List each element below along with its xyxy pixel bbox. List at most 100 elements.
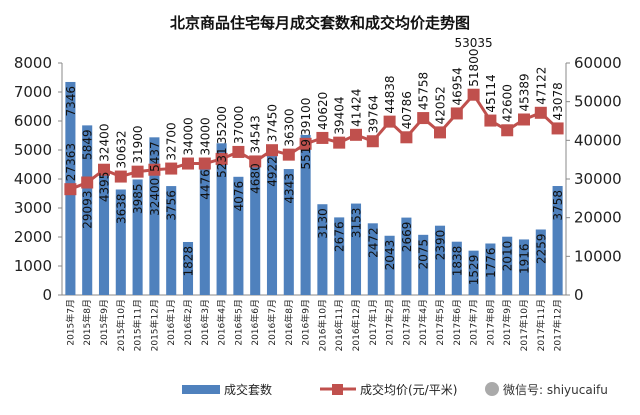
price-marker: [450, 107, 463, 120]
x-tick-label: 2016年11月: [333, 299, 345, 351]
x-tick-label: 2017年8月: [484, 299, 496, 346]
price-data-label: 40620: [316, 92, 330, 130]
price-marker: [551, 122, 564, 135]
bar: [317, 204, 328, 295]
bar: [418, 234, 429, 295]
bar: [350, 203, 362, 295]
price-marker: [484, 114, 497, 127]
price-data-label: 43078: [551, 82, 565, 120]
price-data-label: 36300: [282, 108, 296, 146]
bar: [82, 125, 93, 295]
bar-data-label: 5849: [81, 129, 95, 160]
legend: 成交套数 成交均价(元/平米): [182, 382, 457, 397]
left-tick-label: 6000: [14, 112, 52, 130]
x-tick-label: 2016年4月: [216, 299, 228, 346]
x-tick-label: 2017年4月: [417, 299, 429, 346]
price-data-label: 46954: [450, 67, 464, 105]
bar-data-label: 4343: [282, 173, 296, 204]
bar-data-label: 4395: [98, 172, 112, 203]
price-data-label: 27363: [64, 143, 78, 181]
price-data-label: 31900: [131, 125, 145, 163]
price-data-label: 44838: [383, 75, 397, 113]
right-tick-label: 40000: [574, 131, 622, 149]
left-tick-label: 4000: [14, 170, 52, 188]
bar: [468, 250, 479, 295]
bar: [451, 241, 462, 295]
bar-data-label: 3153: [350, 208, 364, 239]
x-tick-label: 2017年9月: [501, 299, 513, 346]
price-data-label: 32400: [98, 124, 112, 162]
x-tick-label: 2016年3月: [199, 299, 211, 346]
price-data-label: 37000: [232, 106, 246, 144]
price-data-label: 34543: [249, 115, 263, 153]
bar-data-label: 2472: [366, 227, 380, 258]
legend-entry-line: 成交均价(元/平米): [360, 382, 457, 397]
bar-data-label: 3756: [165, 190, 179, 221]
left-tick-label: 1000: [14, 257, 52, 275]
left-tick-label: 5000: [14, 141, 52, 159]
bar: [334, 217, 345, 295]
left-tick-label: 3000: [14, 199, 52, 217]
price-marker: [534, 106, 547, 119]
bar-data-label: 5231: [215, 147, 229, 178]
left-tick-label: 0: [42, 286, 52, 304]
bar: [250, 159, 261, 295]
bar: [300, 134, 311, 295]
right-tick-label: 60000: [574, 54, 622, 72]
price-marker: [148, 163, 161, 176]
price-data-label: 30632: [114, 130, 128, 168]
bar-data-label: 2010: [501, 241, 515, 272]
price-data-label: 51800: [467, 49, 481, 87]
x-tick-label: 2016年6月: [249, 299, 261, 346]
bar-data-label: 2075: [417, 239, 431, 270]
x-tick-label: 2016年10月: [316, 299, 328, 351]
x-tick-label: 2017年7月: [468, 299, 480, 346]
bar: [552, 186, 563, 295]
price-data-label: 40786: [400, 91, 414, 129]
bar-data-label: 3758: [551, 190, 565, 221]
price-marker: [81, 176, 94, 189]
right-tick-label: 0: [574, 286, 584, 304]
bar: [98, 167, 110, 295]
x-tick-label: 2016年8月: [283, 299, 295, 346]
price-marker: [131, 165, 144, 178]
bar-data-label: 5519: [299, 139, 313, 170]
price-marker: [198, 157, 211, 170]
price-data-label: 42052: [434, 86, 448, 124]
price-marker: [501, 124, 514, 137]
price-data-label: 39100: [299, 98, 313, 136]
bar: [166, 186, 177, 295]
x-tick-label: 2015年11月: [132, 299, 144, 351]
price-data-label: 47122: [534, 67, 548, 105]
bar-data-label: 1529: [467, 255, 481, 286]
left-tick-label: 7000: [14, 83, 52, 101]
x-tick-label: 2016年2月: [182, 299, 194, 346]
price-data-label: 39404: [333, 96, 347, 134]
bar-data-label: 1838: [450, 246, 464, 277]
price-marker: [282, 148, 295, 161]
price-data-label: 45389: [518, 73, 532, 111]
bar: [367, 223, 378, 295]
bar-data-label: 7346: [64, 86, 78, 117]
x-tick-label: 2015年8月: [81, 299, 93, 346]
x-tick-label: 2017年1月: [367, 299, 379, 346]
price-marker: [266, 144, 278, 157]
price-data-label: 35200: [215, 106, 229, 144]
wechat-icon: [485, 382, 499, 396]
price-marker: [299, 137, 312, 150]
price-marker: [333, 136, 346, 149]
legend-swatch-bar: [182, 385, 220, 394]
x-tick-label: 2016年9月: [300, 299, 312, 346]
price-marker: [417, 112, 430, 125]
bar-data-label: 2259: [534, 233, 548, 264]
x-tick-label: 2016年5月: [232, 299, 244, 346]
price-marker: [400, 131, 413, 144]
price-marker: [316, 131, 329, 144]
price-marker: [215, 152, 228, 165]
x-tick-label: 2015年12月: [148, 299, 160, 351]
price-data-label: 34000: [198, 117, 212, 155]
left-tick-label: 2000: [14, 228, 52, 246]
x-tick-label: 2015年10月: [115, 299, 127, 351]
x-tick-label: 2017年12月: [552, 299, 564, 351]
